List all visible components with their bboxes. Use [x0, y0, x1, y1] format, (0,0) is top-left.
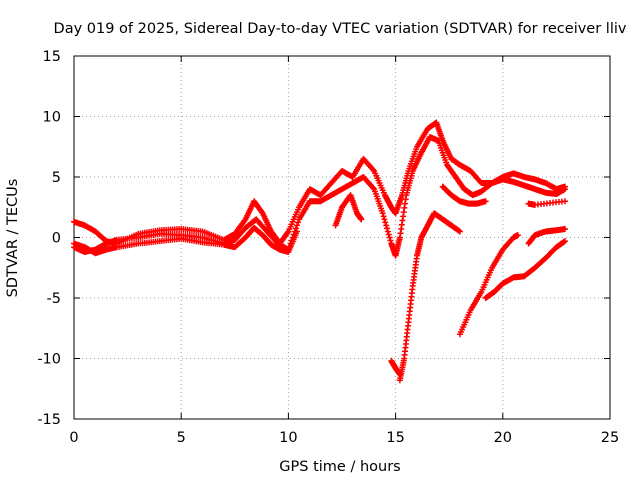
- y-tick-label: -10: [37, 352, 61, 368]
- data-point: [370, 184, 377, 191]
- series-trace-8: [456, 232, 521, 338]
- data-point: [293, 222, 300, 229]
- data-point: [382, 219, 389, 226]
- x-axis-label: GPS time / hours: [279, 459, 400, 475]
- x-tick-label: 5: [177, 430, 186, 446]
- series-trace-6: [388, 357, 403, 378]
- data-point: [358, 216, 365, 223]
- y-tick-labels: -15 -10 -5 0 5 10 15: [37, 49, 61, 428]
- data-point: [385, 231, 392, 238]
- data-point: [292, 225, 299, 232]
- data-point: [482, 198, 489, 205]
- x-tick-labels: 0 5 10 15 20 25: [69, 430, 619, 446]
- data-point: [293, 228, 300, 235]
- x-tick-label: 0: [69, 430, 78, 446]
- data-point: [384, 228, 391, 235]
- grid: [74, 56, 610, 419]
- x-tick-label: 25: [601, 430, 619, 446]
- data-points: [71, 119, 568, 384]
- series-trace-11: [525, 198, 568, 208]
- series-trace-10: [525, 226, 568, 247]
- y-tick-label: 15: [43, 49, 61, 65]
- y-tick-label: 0: [52, 231, 61, 247]
- data-point: [379, 210, 386, 217]
- series-trace-3: [71, 224, 300, 257]
- series-trace-4: [332, 192, 365, 229]
- y-tick-label: 10: [43, 110, 61, 126]
- series-trace-5: [396, 210, 463, 384]
- data-point: [381, 216, 388, 223]
- data-point: [514, 232, 521, 239]
- series-trace-7: [439, 183, 489, 207]
- series-trace-9: [482, 238, 568, 301]
- data-point: [284, 229, 291, 236]
- data-point: [386, 234, 393, 241]
- data-point: [295, 219, 302, 226]
- x-tick-label: 10: [279, 430, 297, 446]
- y-tick-label: -15: [37, 412, 61, 428]
- data-point: [258, 209, 265, 216]
- data-point: [456, 228, 463, 235]
- data-point: [384, 225, 391, 232]
- data-point: [380, 213, 387, 220]
- data-point: [387, 237, 394, 244]
- y-tick-label: -5: [47, 291, 61, 307]
- chart-title: Day 019 of 2025, Sidereal Day-to-day VTE…: [54, 21, 627, 37]
- series-trace-2: [71, 134, 568, 259]
- data-point: [396, 371, 403, 378]
- data-point: [561, 198, 568, 205]
- x-tick-label: 15: [386, 430, 404, 446]
- y-tick-label: 5: [52, 170, 61, 186]
- data-point: [383, 222, 390, 229]
- data-point: [561, 238, 568, 245]
- y-axis-label: SDTVAR / TECUs: [5, 179, 21, 298]
- axis-ticks: [73, 55, 611, 420]
- data-point: [370, 166, 377, 173]
- data-point: [561, 186, 568, 193]
- data-point: [561, 226, 568, 233]
- x-tick-label: 20: [494, 430, 512, 446]
